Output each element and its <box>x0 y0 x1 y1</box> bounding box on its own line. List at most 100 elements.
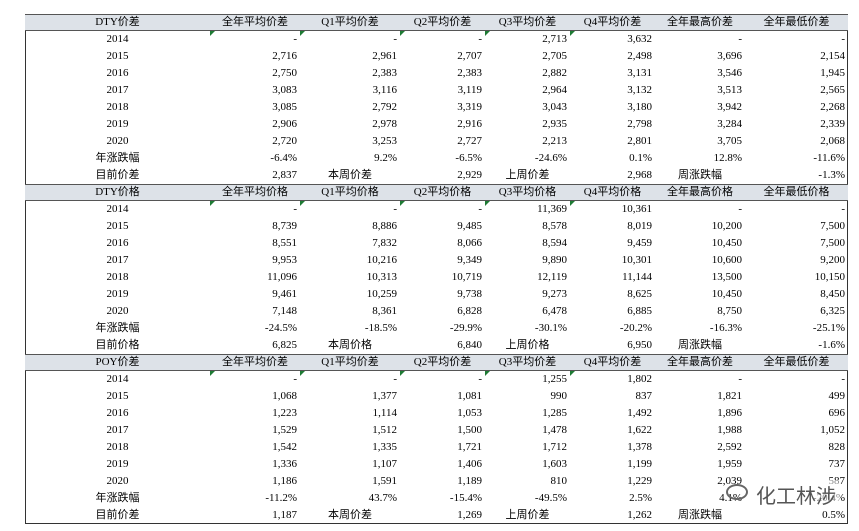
header-cell: DTY价格 <box>25 184 210 201</box>
current-label: 本周价格 <box>328 339 372 351</box>
current-label: 本周价差 <box>328 169 372 181</box>
value-cell: 1,478 <box>542 424 567 436</box>
value-cell: 1,721 <box>457 441 482 453</box>
error-indicator <box>485 371 490 376</box>
value-cell: 3,513 <box>717 84 742 96</box>
error-indicator <box>570 371 575 376</box>
value-cell: 10,301 <box>621 254 652 266</box>
value-cell: 828 <box>828 441 846 453</box>
value-cell: 1,199 <box>627 458 652 470</box>
current-value: 2,929 <box>457 169 482 181</box>
value-cell: 9,459 <box>627 237 652 249</box>
value-cell: 2,213 <box>542 135 567 147</box>
value-cell: 2,565 <box>820 84 845 96</box>
value-cell: 3,119 <box>457 84 482 96</box>
current-label: 目前价差 <box>95 509 140 521</box>
value-cell: 3,705 <box>717 135 742 147</box>
value-cell: 1,378 <box>627 441 652 453</box>
current-value: -1.6% <box>818 339 845 351</box>
value-cell: -49.5% <box>534 492 567 504</box>
value-cell: 1,500 <box>457 424 482 436</box>
value-cell: 9,461 <box>272 288 297 300</box>
value-cell: -29.9% <box>449 322 482 334</box>
value-cell: 8,750 <box>717 305 742 317</box>
current-label: 周涨跌幅 <box>678 339 722 351</box>
current-value: 1,187 <box>272 509 297 521</box>
value-cell: 2,882 <box>542 67 567 79</box>
error-indicator <box>400 201 405 206</box>
value-cell: 9.2% <box>374 152 397 164</box>
value-cell: 10,216 <box>366 254 397 266</box>
value-cell: 2,154 <box>820 50 845 62</box>
value-cell: 8,361 <box>372 305 397 317</box>
error-indicator <box>210 371 215 376</box>
value-cell: 1,053 <box>457 407 482 419</box>
value-cell: 9,200 <box>820 254 845 266</box>
value-cell: 10,150 <box>814 271 845 283</box>
value-cell: -6.4% <box>270 152 297 164</box>
value-cell: 0.1% <box>629 152 652 164</box>
value-cell: 6,478 <box>542 305 567 317</box>
row-label: 2017 <box>106 424 129 436</box>
current-label: 周涨跌幅 <box>678 509 722 521</box>
row-label: 2020 <box>106 305 129 317</box>
value-cell: 2,801 <box>627 135 652 147</box>
value-cell: 9,738 <box>457 288 482 300</box>
row-label: 2015 <box>106 220 129 232</box>
value-cell: 1,542 <box>272 441 297 453</box>
header-cell: 全年最高价差 <box>655 14 745 31</box>
row-label: 2018 <box>106 101 129 113</box>
row-label: 2018 <box>106 271 129 283</box>
value-cell: 8,625 <box>627 288 652 300</box>
row-label: 2014 <box>106 373 129 385</box>
current-label: 上周价差 <box>505 509 550 521</box>
error-indicator <box>485 201 490 206</box>
error-indicator <box>485 31 490 36</box>
value-cell: - <box>293 203 297 215</box>
header-cell: 全年最高价格 <box>655 184 745 201</box>
value-cell: 1,821 <box>717 390 742 402</box>
current-value: 6,840 <box>457 339 482 351</box>
value-cell: 2,964 <box>542 84 567 96</box>
value-cell: 1,988 <box>717 424 742 436</box>
header-cell: Q4平均价差 <box>570 354 655 371</box>
value-cell: 3,696 <box>717 50 742 62</box>
header-cell: 全年最低价格 <box>745 184 848 201</box>
value-cell: 8,739 <box>272 220 297 232</box>
value-cell: 810 <box>550 475 568 487</box>
value-cell: 7,500 <box>820 220 845 232</box>
row-label: 2020 <box>106 475 129 487</box>
value-cell: 1,229 <box>627 475 652 487</box>
row-label: 2019 <box>106 118 129 130</box>
value-cell: - <box>393 33 397 45</box>
value-cell: 1,591 <box>372 475 397 487</box>
value-cell: 1,603 <box>542 458 567 470</box>
header-cell: POY价差 <box>25 354 210 371</box>
value-cell: 9,349 <box>457 254 482 266</box>
header-cell: DTY价差 <box>25 14 210 31</box>
value-cell: 11,096 <box>267 271 297 283</box>
current-value: -1.3% <box>818 169 845 181</box>
value-cell: 990 <box>550 390 568 402</box>
value-cell: 2,068 <box>820 135 845 147</box>
value-cell: -11.2% <box>265 492 297 504</box>
value-cell: 10,259 <box>366 288 397 300</box>
row-label: 2015 <box>106 390 129 402</box>
value-cell: -20.2% <box>619 322 652 334</box>
current-value: 6,950 <box>627 339 652 351</box>
value-cell: 499 <box>828 390 846 402</box>
value-cell: 9,273 <box>542 288 567 300</box>
value-cell: 2,498 <box>627 50 652 62</box>
value-cell: 1,114 <box>372 407 397 419</box>
value-cell: 7,832 <box>372 237 397 249</box>
value-cell: 9,485 <box>457 220 482 232</box>
value-cell: 2,592 <box>717 441 742 453</box>
value-cell: - <box>293 373 297 385</box>
value-cell: 1,107 <box>372 458 397 470</box>
value-cell: 3,043 <box>542 101 567 113</box>
value-cell: -25.1% <box>812 322 845 334</box>
value-cell: 3,180 <box>627 101 652 113</box>
header-cell: 全年平均价差 <box>210 14 300 31</box>
value-cell: 2,935 <box>542 118 567 130</box>
